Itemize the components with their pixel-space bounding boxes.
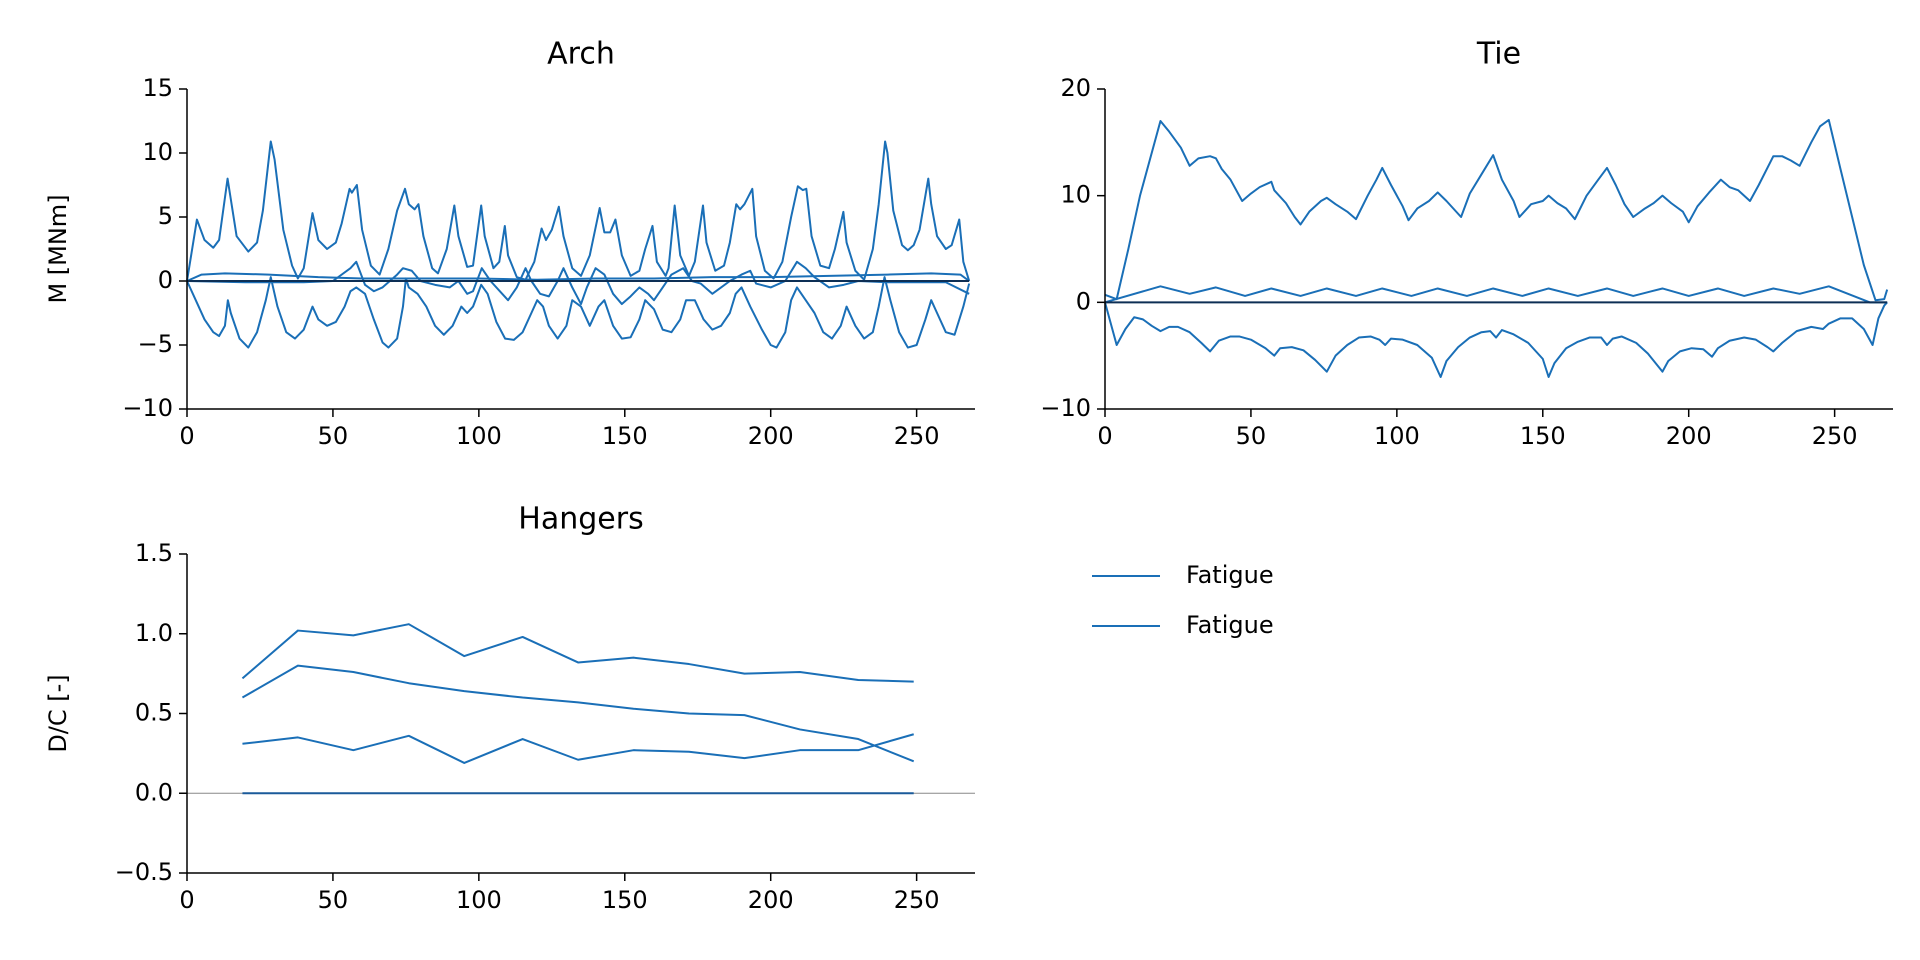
y-tick-label: 10 [1060,181,1091,209]
x-tick-label: 0 [179,886,194,914]
subplot-title: Tie [1476,37,1521,72]
y-tick-label: 5 [158,202,173,230]
x-tick-label: 200 [1666,422,1712,450]
data-line [186,260,970,306]
x-tick-label: 250 [894,422,940,450]
x-tick-label: 200 [748,886,794,914]
y-tick-label: 0.5 [135,699,173,727]
x-tick-label: 0 [1097,422,1112,450]
data-line [1104,301,1888,378]
y-tick-label: 15 [142,74,173,102]
data-line [241,623,914,683]
y-tick-label: 10 [142,138,173,166]
y-tick-label: 0 [1076,287,1091,315]
y-tick-label: 1.0 [135,619,173,647]
x-tick-label: 100 [1374,422,1420,450]
x-tick-label: 150 [602,886,648,914]
x-tick-label: 250 [894,886,940,914]
x-tick-label: 0 [179,422,194,450]
x-tick-label: 50 [1236,422,1267,450]
y-tick-label: −10 [1040,394,1091,422]
x-tick-label: 200 [748,422,794,450]
x-tick-label: 100 [456,886,502,914]
subplot-title: Hangers [518,502,643,537]
data-line [186,140,971,282]
y-tick-label: −0.5 [115,858,173,886]
subplot-title: Arch [547,37,615,72]
data-line [1104,285,1888,304]
x-tick-label: 150 [602,422,648,450]
x-tick-label: 150 [1520,422,1566,450]
x-tick-label: 50 [318,886,349,914]
data-line [241,664,915,763]
x-tick-label: 250 [1812,422,1858,450]
y-axis-label: M [MNm] [44,194,72,303]
y-tick-label: 0 [158,266,173,294]
x-tick-label: 50 [318,422,349,450]
y-tick-label: 20 [1060,74,1091,102]
legend-label: Fatigue [1186,561,1274,589]
y-axis-label: D/C [-] [44,674,72,752]
y-tick-label: −10 [122,394,173,422]
data-line [186,272,970,282]
y-tick-label: 0.0 [135,778,173,806]
y-tick-label: −5 [138,330,173,358]
x-tick-label: 100 [456,422,502,450]
legend-label: Fatigue [1186,611,1274,639]
y-tick-label: 1.5 [135,539,173,567]
data-line [186,276,971,349]
data-line [242,733,914,764]
data-line [1104,118,1889,302]
